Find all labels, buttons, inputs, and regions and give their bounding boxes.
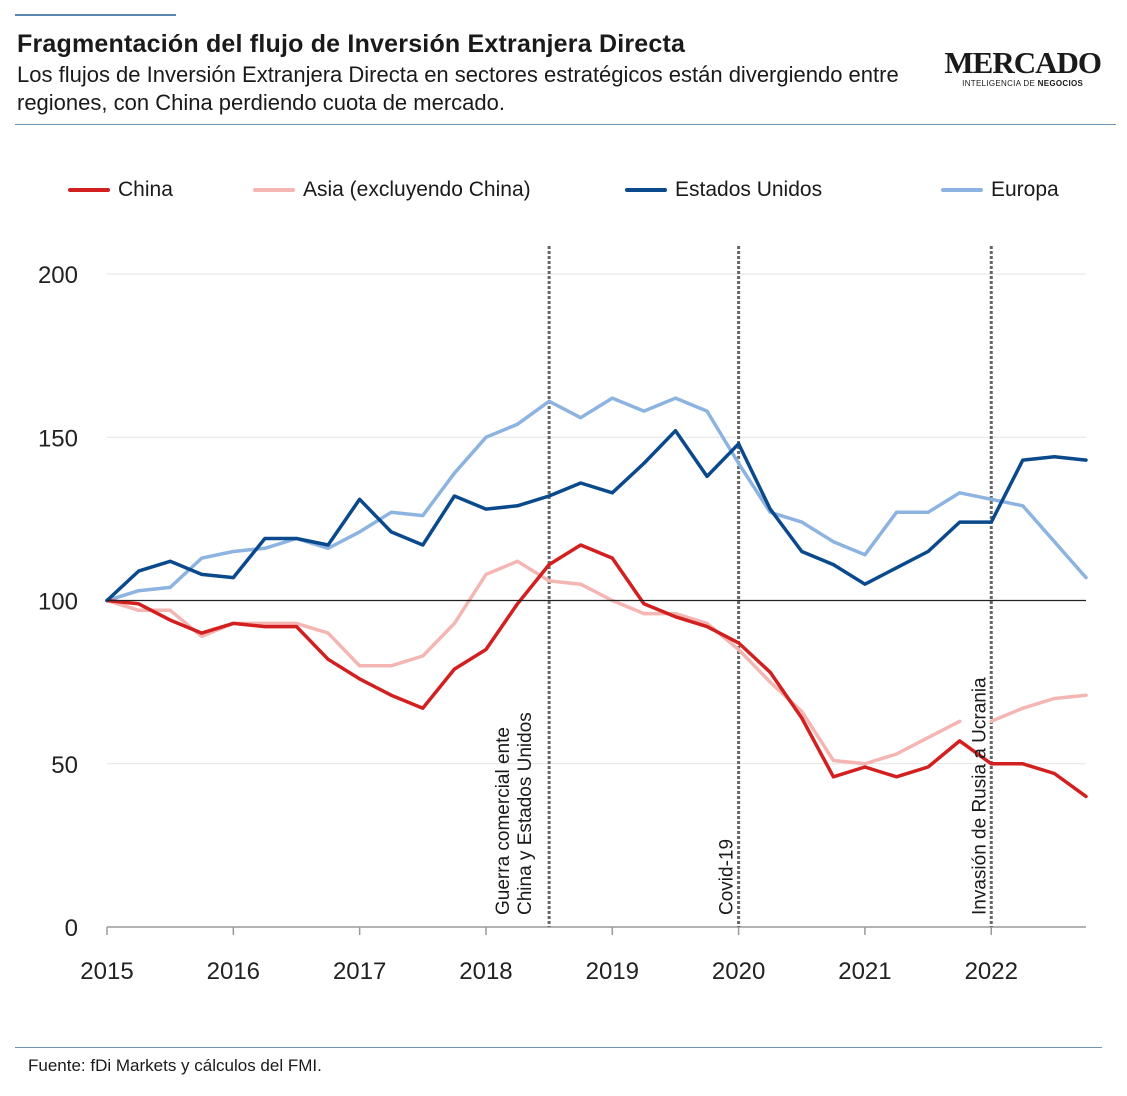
y-tick-label: 50 bbox=[51, 752, 78, 779]
x-tick-label: 2018 bbox=[459, 958, 512, 985]
legend-label-asia: Asia (excluyendo China) bbox=[303, 178, 531, 201]
legend-item-europe: Europa bbox=[941, 178, 1059, 202]
x-tick-label: 2019 bbox=[586, 958, 639, 985]
top-accent-rule bbox=[15, 14, 176, 16]
x-tick-label: 2020 bbox=[712, 958, 765, 985]
legend-label-usa: Estados Unidos bbox=[675, 178, 823, 201]
event-annotation-label: Covid-19 bbox=[717, 839, 738, 915]
x-tick-label: 2017 bbox=[333, 958, 386, 985]
chart-legend: China Asia (excluyendo China) Estados Un… bbox=[0, 178, 1127, 208]
legend-label-china: China bbox=[118, 178, 173, 201]
y-tick-label: 0 bbox=[65, 915, 78, 942]
mercado-logo: MERCADO INTELIGENCIA DE NEGOCIOS bbox=[944, 45, 1102, 88]
logo-tagline: INTELIGENCIA DE NEGOCIOS bbox=[962, 79, 1084, 88]
event-annotation-label: Invasión de Rusia a Ucrania bbox=[969, 677, 990, 915]
event-annotation-label: Guerra comercial ente bbox=[493, 727, 514, 915]
legend-label-europe: Europa bbox=[991, 178, 1059, 201]
series-line-europa bbox=[105, 396, 1088, 603]
header-divider bbox=[15, 124, 1116, 125]
x-tick-label: 2022 bbox=[965, 958, 1018, 985]
chart-title: Fragmentación del flujo de Inversión Ext… bbox=[17, 30, 686, 58]
y-tick-label: 100 bbox=[38, 589, 78, 616]
x-tick-label: 2021 bbox=[838, 958, 891, 985]
legend-swatch-usa bbox=[625, 188, 667, 192]
y-tick-label: 200 bbox=[38, 262, 78, 289]
x-tick-label: 2015 bbox=[80, 958, 133, 985]
footer-divider bbox=[15, 1047, 1102, 1048]
y-tick-label: 150 bbox=[38, 425, 78, 452]
logo-wordmark: MERCADO bbox=[944, 45, 1102, 80]
source-note: Fuente: fDi Markets y cálculos del FMI. bbox=[28, 1056, 322, 1075]
legend-swatch-europe bbox=[941, 188, 983, 192]
x-tick-label: 2016 bbox=[207, 958, 260, 985]
series-line-china bbox=[105, 543, 1088, 799]
line-chart: 0 50 100 150 200 2015 2016 2017 2018 2019 2020 2021… bbox=[38, 246, 1088, 985]
series-line-estados bbox=[105, 428, 1088, 603]
legend-item-usa: Estados Unidos bbox=[625, 178, 822, 202]
event-annotation-label: China y Estados Unidos bbox=[515, 712, 536, 915]
legend-item-asia: Asia (excluyendo China) bbox=[253, 178, 531, 202]
series-line-asia bbox=[989, 693, 1088, 724]
legend-swatch-asia bbox=[253, 188, 295, 192]
chart-subtitle: Los flujos de Inversión Extranjera Direc… bbox=[17, 62, 899, 115]
legend-item-china: China bbox=[68, 178, 173, 202]
legend-swatch-china bbox=[68, 188, 110, 192]
